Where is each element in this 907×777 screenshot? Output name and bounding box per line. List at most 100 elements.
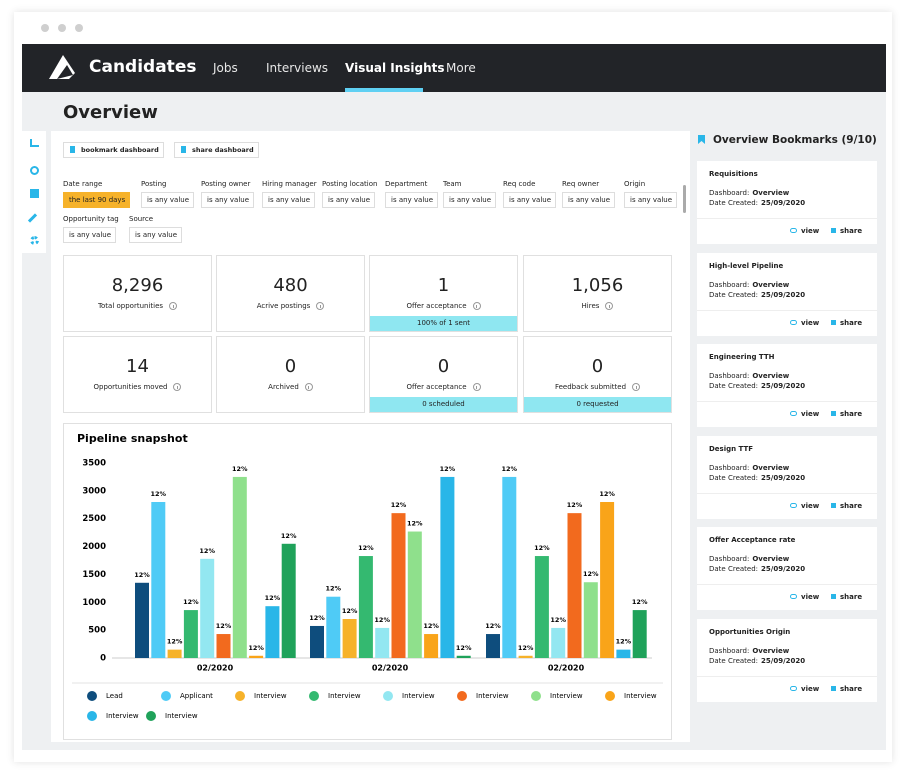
nav-item[interactable]: More: [446, 61, 476, 75]
share-icon: [831, 594, 836, 599]
icon[interactable]: [27, 213, 38, 223]
view-link[interactable]: view: [801, 593, 820, 601]
bar-label: 12%: [616, 638, 632, 646]
share-link[interactable]: share: [840, 227, 863, 235]
label: Dashboard:: [709, 555, 750, 563]
bar: [135, 582, 149, 658]
bar-label: 12%: [407, 520, 423, 528]
filter-label: Posting location: [322, 180, 378, 188]
view-icon: [790, 319, 797, 325]
toolbar-button[interactable]: share dashboard: [174, 142, 259, 158]
view-link[interactable]: view: [801, 410, 820, 418]
icon[interactable]: [30, 236, 39, 245]
legend-marker: [87, 691, 97, 701]
stat-value: 14: [126, 356, 149, 377]
stat-footer: 100% of 1 sent: [370, 316, 517, 331]
scrollbar[interactable]: [683, 185, 686, 213]
legend-label: Interview: [165, 712, 198, 720]
divider: [697, 218, 877, 219]
bar: [183, 610, 198, 658]
filter-value[interactable]: is any value: [201, 192, 255, 208]
bar-label: 12%: [583, 570, 599, 578]
bar-label: 12%: [216, 622, 232, 630]
sidebar-title: Overview Bookmarks (9/10): [713, 134, 877, 146]
view-link[interactable]: view: [801, 318, 820, 327]
filter-label: Source: [129, 215, 154, 223]
icon[interactable]: [30, 166, 39, 175]
label: Date Created:: [709, 565, 759, 573]
filter-value[interactable]: the last 90 days: [63, 192, 131, 208]
info-icon[interactable]: [316, 302, 325, 310]
legend-label: Interview: [402, 692, 435, 700]
brand[interactable]: Candidates: [89, 57, 197, 77]
label: Date Created:: [709, 473, 759, 482]
bar: [456, 655, 471, 658]
info-icon[interactable]: [304, 383, 313, 391]
bar-label: 12%: [281, 532, 297, 540]
filter-label: Posting: [141, 180, 167, 188]
filter-label: Department: [385, 180, 428, 188]
view-link[interactable]: view: [801, 684, 820, 693]
legend-marker: [605, 691, 615, 701]
bookmark-dashboard: Dashboard: Overview: [709, 555, 789, 563]
share-icon: [831, 502, 836, 508]
nav-item[interactable]: Jobs: [213, 61, 238, 75]
stat-label-row: Archived: [217, 383, 364, 391]
bar-label: 12%: [265, 594, 281, 602]
info-icon-bar: [635, 386, 637, 389]
divider: [697, 401, 877, 402]
nav-item[interactable]: Visual Insights: [345, 61, 445, 75]
bar-label: 12%: [358, 544, 374, 552]
bar-label: 12%: [199, 547, 215, 555]
bookmark-dashboard: Dashboard: Overview: [709, 464, 789, 472]
info-icon[interactable]: [169, 302, 178, 310]
share-link[interactable]: share: [840, 593, 863, 601]
view-link[interactable]: view: [801, 501, 820, 510]
bar: [375, 627, 390, 658]
bookmark-date: Date Created: 25/09/2020: [709, 565, 805, 573]
bar: [551, 627, 566, 658]
value: Overview: [752, 646, 790, 655]
icon[interactable]: [30, 189, 39, 198]
y-tick-label: 2500: [82, 514, 106, 524]
toolbar-button[interactable]: bookmark dashboard: [63, 142, 164, 158]
divider: [697, 492, 877, 494]
filter-value[interactable]: is any value: [385, 192, 439, 208]
label: Date Created:: [709, 199, 759, 207]
filter-value[interactable]: is any value: [63, 227, 117, 243]
nav-item[interactable]: Interviews: [266, 61, 329, 75]
info-icon[interactable]: [605, 302, 614, 310]
bar: [216, 634, 231, 658]
label: Dashboard:: [709, 463, 750, 472]
share-link[interactable]: share: [840, 410, 863, 418]
filter-label: Hiring manager: [262, 180, 317, 188]
view-link[interactable]: view: [801, 227, 820, 235]
filter-value[interactable]: is any value: [562, 192, 616, 208]
icon[interactable]: [30, 139, 39, 147]
filter-value[interactable]: is any value: [443, 192, 497, 208]
share-link[interactable]: share: [840, 501, 863, 510]
filter-value[interactable]: is any value: [322, 192, 376, 208]
info-icon[interactable]: [173, 383, 182, 391]
filter-value[interactable]: is any value: [262, 192, 316, 208]
label: Date Created:: [709, 656, 759, 665]
info-icon[interactable]: [472, 383, 481, 391]
stat-label-row: Offer acceptance: [370, 383, 517, 391]
share-link[interactable]: share: [840, 318, 863, 327]
bar: [281, 543, 296, 658]
info-icon[interactable]: [632, 383, 641, 391]
bar-label: 12%: [309, 614, 325, 622]
view-icon: [790, 594, 797, 599]
button-icon: [70, 146, 75, 153]
bookmark-card: Opportunities Origin Dashboard: Overview Da…: [697, 618, 877, 702]
legend-marker: [161, 691, 171, 701]
share-link[interactable]: share: [840, 684, 863, 693]
filter-value[interactable]: is any value: [503, 192, 557, 208]
filter-value[interactable]: is any value: [141, 192, 195, 208]
info-icon[interactable]: [472, 302, 481, 310]
stat-value: 1: [437, 275, 450, 296]
filter-value[interactable]: is any value: [624, 192, 678, 208]
legend-marker: [146, 711, 156, 721]
filter-value[interactable]: is any value: [129, 227, 183, 243]
share-icon: [831, 685, 836, 691]
